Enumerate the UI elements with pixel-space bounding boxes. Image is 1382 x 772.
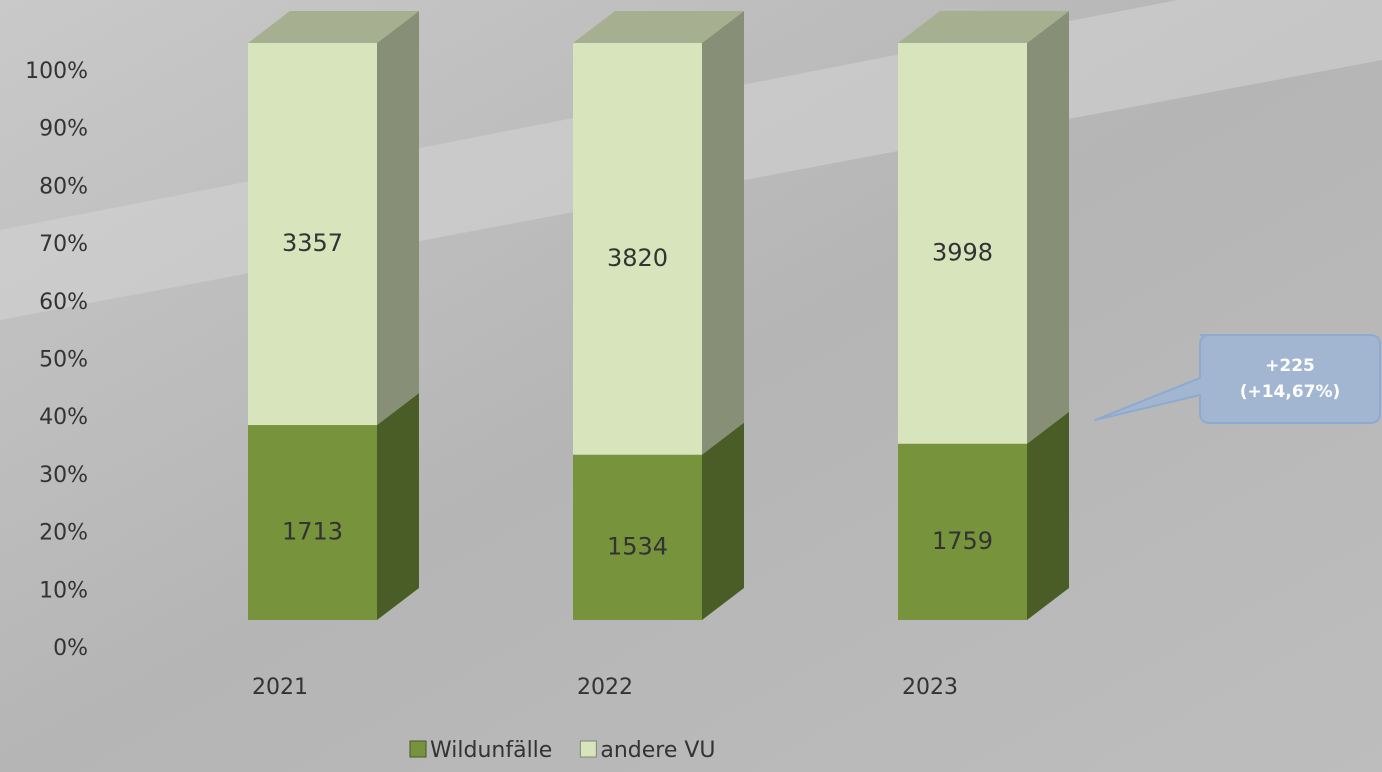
- legend-label: andere VU: [600, 738, 715, 763]
- data-label: 1713: [282, 518, 343, 546]
- bar-side: [377, 11, 419, 425]
- legend-swatch: [410, 741, 426, 757]
- data-label: 3357: [282, 229, 343, 257]
- x-tick-label: 2021: [252, 675, 308, 700]
- y-tick-label: 70%: [39, 232, 88, 257]
- y-tick-label: 100%: [25, 59, 88, 84]
- x-tick-label: 2023: [902, 675, 958, 700]
- bar-side: [1027, 412, 1069, 620]
- y-tick-label: 50%: [39, 348, 88, 373]
- y-tick-label: 10%: [39, 578, 88, 603]
- page: {"chart_data": {"type": "bar", "stack": …: [0, 0, 1382, 772]
- data-label: 3820: [607, 244, 668, 272]
- bar-side: [377, 393, 419, 620]
- bar-side: [702, 11, 744, 455]
- y-tick-label: 20%: [39, 521, 88, 546]
- y-tick-label: 40%: [39, 405, 88, 430]
- y-tick-label: 0%: [53, 636, 88, 661]
- data-label: 1759: [932, 527, 993, 555]
- x-tick-label: 2022: [577, 675, 633, 700]
- annotation: +225: [1265, 356, 1315, 376]
- y-tick-label: 90%: [39, 117, 88, 142]
- chart: +225 (+14,67%) 0% 10% 20% 30% 40% 50% 60% 70% 80…: [0, 0, 1382, 772]
- data-label: 3998: [932, 238, 993, 266]
- bar-side: [1027, 11, 1069, 444]
- legend-label: Wildunfälle: [430, 738, 552, 763]
- annotation: (+14,67%): [1240, 382, 1341, 402]
- data-label: 1534: [607, 532, 668, 560]
- bar-side: [702, 423, 744, 620]
- legend-swatch: [580, 741, 596, 757]
- y-tick-label: 30%: [39, 463, 88, 488]
- y-tick-label: 80%: [39, 174, 88, 199]
- y-tick-label: 60%: [39, 290, 88, 315]
